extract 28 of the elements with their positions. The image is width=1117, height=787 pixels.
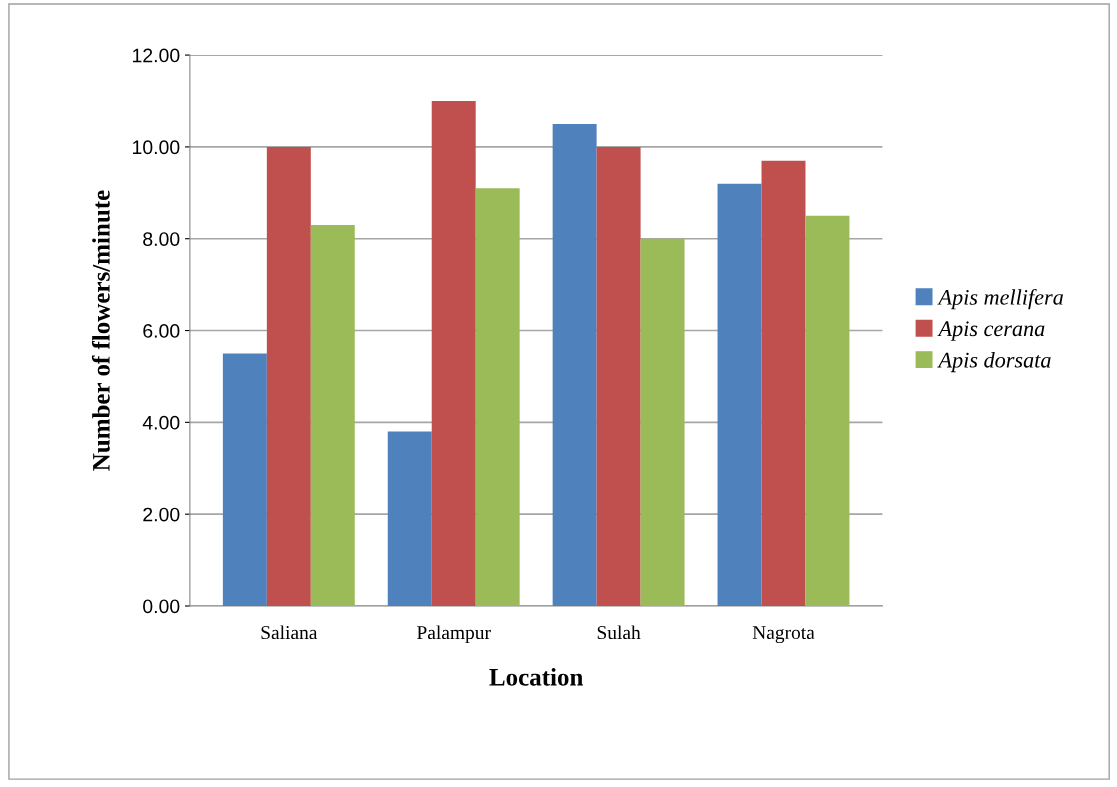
y-tick-label: 4.00 (142, 415, 180, 430)
bar (805, 215, 850, 606)
bar (431, 101, 476, 606)
bar (475, 188, 520, 606)
legend-label: Apis dorsata (937, 351, 1051, 373)
y-axis-title: Number of flowers/minute (91, 190, 110, 471)
y-tick-label: 10.00 (133, 140, 180, 155)
bar (310, 224, 355, 606)
bar (222, 353, 267, 606)
y-tick-label: 2.00 (143, 507, 180, 522)
bar (266, 146, 311, 606)
y-tick-label: 0.00 (143, 599, 180, 614)
y-tick-label: 8.00 (143, 232, 180, 246)
x-tick-label: Saliana (261, 625, 318, 640)
x-tick-label: Nagrota (752, 626, 815, 644)
legend-label: Apis mellifera (937, 288, 1063, 310)
y-tick-label: 12.00 (133, 48, 180, 63)
legend-label: Apis cerana (937, 321, 1045, 341)
y-tick-label: 6.00 (143, 324, 180, 338)
bar (596, 146, 641, 606)
x-axis-title: Location (489, 668, 584, 686)
x-tick-label: Palampur (417, 625, 491, 644)
x-tick-label: Sulah (597, 625, 641, 640)
bar (640, 238, 685, 606)
bar (552, 123, 597, 606)
bar (387, 431, 432, 606)
bar (717, 183, 762, 606)
bar (761, 160, 806, 606)
